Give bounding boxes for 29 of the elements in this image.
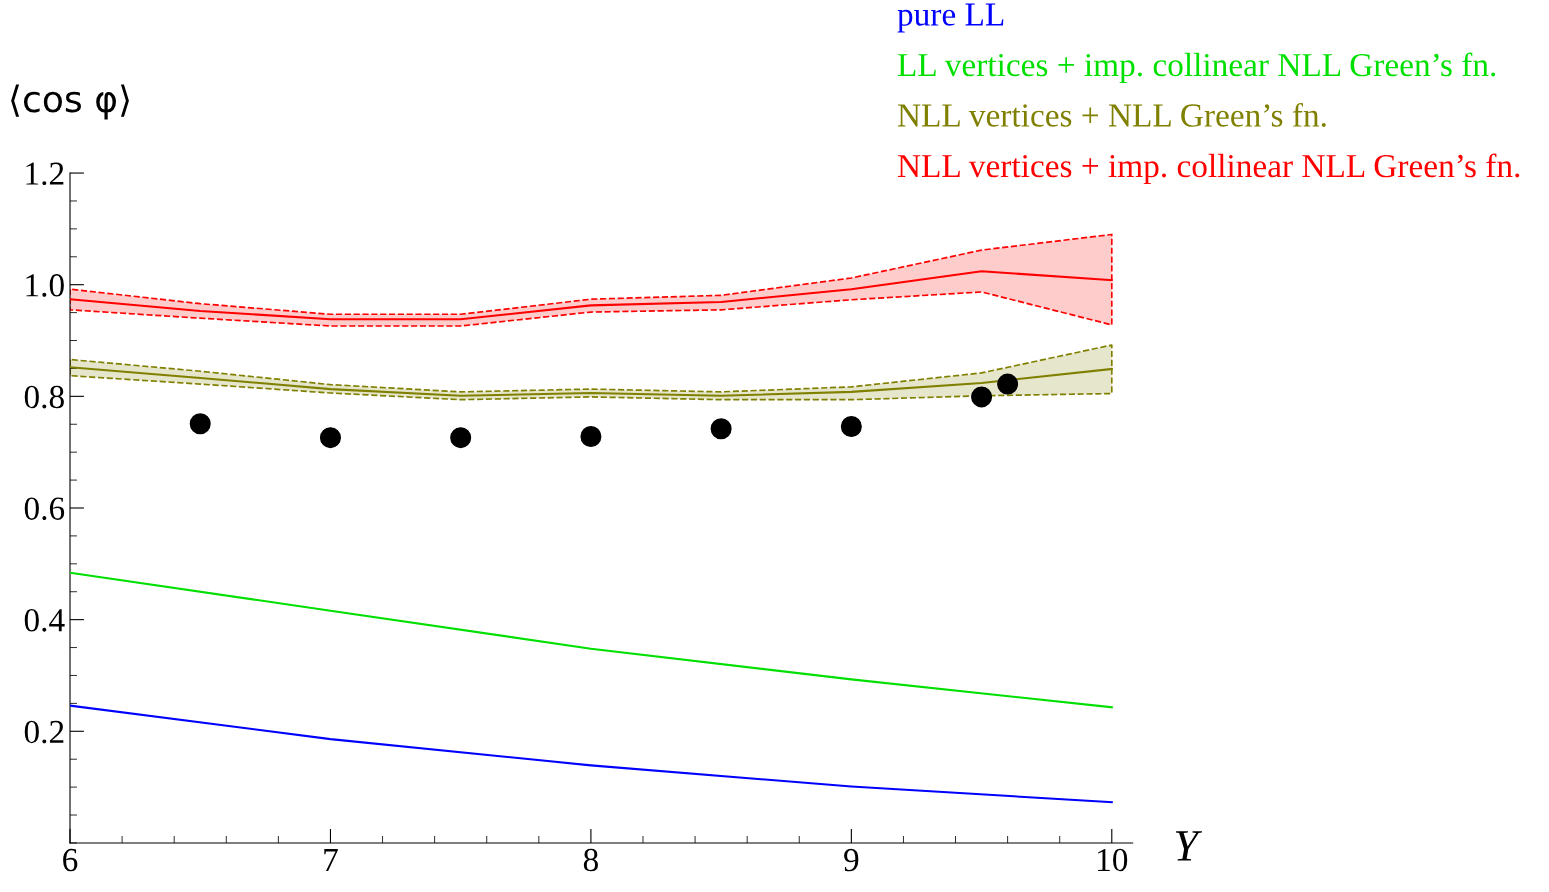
point	[971, 386, 993, 408]
y-tick-label: 0.2	[24, 720, 64, 744]
text: LL vertices + imp. collinear NLL Green’s fn.	[897, 52, 1496, 84]
point	[997, 373, 1019, 395]
text: pure LL	[897, 3, 1004, 33]
line-series	[70, 270, 1113, 321]
y-axis-title: ⟨cos φ⟩	[11, 84, 129, 120]
line-series	[70, 366, 1113, 397]
y-tick-label: 0.8	[24, 385, 64, 409]
line-series	[70, 571, 1113, 709]
x-axis-title: Y	[1175, 831, 1203, 861]
text: NLL vertices + imp. collinear NLL Green’s fn.	[897, 153, 1520, 185]
point	[710, 418, 732, 440]
line-series	[70, 704, 1113, 804]
y-tick-label: 1.0	[26, 274, 64, 297]
x-tick-label: 7	[324, 849, 338, 871]
point	[319, 427, 341, 449]
text: NLL vertices + NLL Green’s fn.	[897, 102, 1326, 127]
point	[840, 415, 862, 438]
point	[580, 426, 602, 448]
y-tick-label: 0.4	[24, 609, 65, 632]
point	[450, 427, 472, 449]
y-tick-label: 0.6	[24, 497, 65, 521]
y-tick-label: 1.2	[26, 162, 64, 186]
x-tick-label: 10	[1098, 848, 1128, 872]
x-tick-label: 8	[583, 848, 598, 872]
point	[189, 413, 211, 435]
x-tick-label: 6	[63, 848, 78, 872]
x-tick-label: 9	[844, 848, 859, 872]
